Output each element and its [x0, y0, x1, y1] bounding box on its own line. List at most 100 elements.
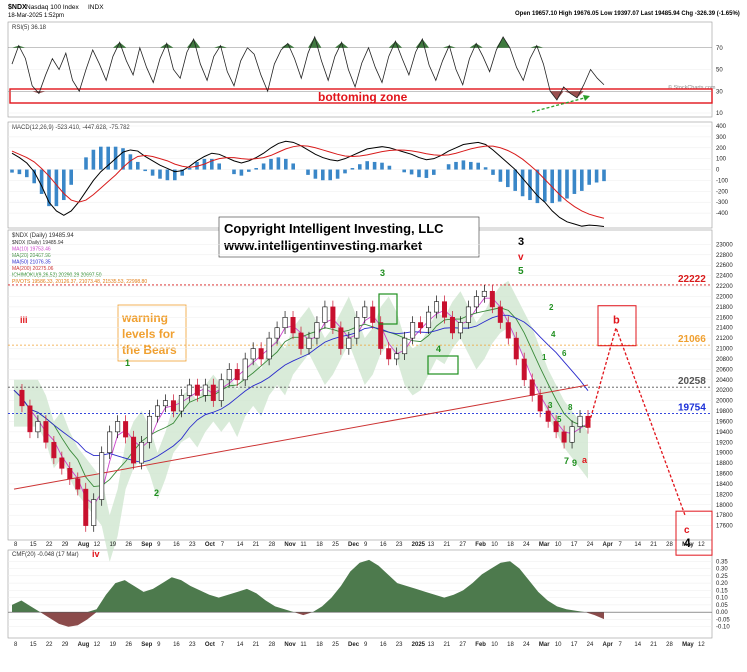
x-tick-label: 9 [364, 542, 368, 548]
cmf-tick-label: 0.30 [716, 567, 728, 573]
wave-label-c: c [684, 525, 690, 536]
candle-body [258, 348, 264, 360]
macd-histogram-bar [54, 169, 59, 207]
macd-histogram-bar [506, 169, 510, 188]
candle-body [155, 405, 161, 417]
ichimoku-cloud [14, 280, 588, 563]
price-tick-label: 20800 [716, 357, 733, 363]
legend-entry: MA(50) 21076.35 [12, 260, 51, 266]
legend-entry: MA(20) 20467.96 [12, 253, 51, 259]
cmf-tick-label: 0.05 [716, 603, 728, 609]
x-tick-label: 8 [14, 542, 18, 548]
price-tick-label: 22600 [716, 263, 733, 269]
x-tick-label: 21 [650, 542, 657, 548]
candle-body [242, 358, 248, 381]
macd-histogram-bar [128, 154, 133, 170]
price-tick-label: 20000 [716, 399, 733, 405]
macd-histogram-bar [528, 169, 532, 201]
wave-label-4-major: 4 [684, 536, 691, 550]
x-tick-label: 19 [109, 542, 116, 548]
macd-histogram-bar [232, 169, 236, 175]
macd-histogram-bar [580, 169, 584, 191]
copyright-box [218, 216, 480, 258]
copyright-line2: www.intelligentinvesting.market [223, 238, 423, 253]
macd-tick-label: -400 [716, 211, 729, 217]
candle-body [178, 395, 184, 412]
price-tick-label: 21400 [716, 326, 733, 332]
x-tick-label: 9 [364, 642, 368, 648]
macd-histogram-bar [424, 169, 429, 178]
x-tick-label: Nov [284, 542, 296, 548]
price-tick-label: 21200 [716, 336, 733, 342]
price-tick-label: 18000 [716, 503, 733, 509]
macd-histogram-bar [195, 161, 199, 170]
candle-body [354, 317, 360, 339]
macd-histogram-bar [247, 169, 251, 172]
wave-label-2-small: 2 [549, 303, 554, 312]
price-tick-label: 19600 [716, 419, 733, 425]
macd-histogram-bar [187, 168, 192, 170]
wave-label-a-red: a [582, 455, 588, 465]
x-tick-label: 10 [555, 542, 562, 548]
header-exchange: INDX [88, 4, 104, 11]
macd-histogram-bar [39, 169, 44, 194]
x-tick-label: Mar [539, 642, 550, 648]
header-ohlc: Open 19657.10 High 19676.05 Low 19397.07… [515, 11, 740, 17]
macd-tick-label: -300 [716, 200, 729, 206]
x-tick-label: 13 [428, 642, 435, 648]
candle-body [529, 379, 535, 396]
cmf-tick-label: 0.15 [716, 588, 728, 594]
macd-histogram-bar [572, 169, 577, 194]
wave-label-5-small: 5 [557, 415, 562, 424]
x-tick-label: Oct [205, 542, 215, 548]
x-tick-label: 26 [125, 642, 132, 648]
candle-body [561, 431, 567, 443]
header-name: Nasdaq 100 Index [26, 4, 80, 11]
macd-histogram-bar [491, 169, 495, 175]
candle-body [465, 306, 471, 323]
macd-histogram-bar [276, 157, 281, 170]
wave-label-3-small: 3 [548, 401, 553, 410]
macd-histogram-bar [91, 149, 96, 170]
price-tick-label: 17800 [716, 513, 733, 519]
rsi-title: RSI(5) 36.18 [12, 25, 47, 31]
candle-body [202, 384, 208, 396]
x-tick-label: 27 [459, 542, 466, 548]
cmf-positive-area [12, 559, 604, 613]
x-tick-label: 14 [237, 542, 244, 548]
wave-label-7: 7 [564, 456, 569, 466]
price-tick-label: 17600 [716, 524, 733, 530]
reference-label-19754: 19754 [678, 402, 706, 413]
macd-histogram-bar [239, 169, 244, 176]
candle-body [19, 389, 25, 407]
candle-body [489, 290, 495, 308]
x-tick-label: 14 [634, 642, 641, 648]
candle-body [131, 436, 137, 464]
wave-label-6: 6 [562, 349, 567, 358]
x-tick-label: 16 [380, 542, 387, 548]
wave-label-4-green: 4 [436, 344, 441, 354]
cmf-tick-label: 0.00 [716, 610, 728, 616]
projection-path [587, 325, 686, 516]
macd-histogram-bar [106, 146, 110, 170]
macd-histogram-bar [483, 167, 488, 170]
header-symbol: $NDX [8, 4, 27, 11]
x-tick-label: 25 [332, 642, 339, 648]
price-tick-label: 23000 [716, 242, 733, 248]
candle-body [418, 322, 424, 329]
candle-body [449, 317, 455, 334]
warning-line3: the Bears [122, 343, 177, 357]
macd-histogram-bar [380, 162, 384, 170]
macd-histogram-bar [261, 163, 266, 170]
candle-body [537, 395, 543, 412]
reference-label-22222: 22222 [678, 274, 706, 285]
macd-histogram-bar [173, 169, 177, 181]
bottoming-zone-box [9, 88, 713, 104]
x-tick-label: Feb [475, 542, 486, 548]
x-tick-label: 10 [555, 642, 562, 648]
stockcharts-credit: © StockCharts.com [668, 84, 716, 91]
macd-histogram-bar [254, 168, 258, 170]
candle-body [91, 499, 97, 526]
